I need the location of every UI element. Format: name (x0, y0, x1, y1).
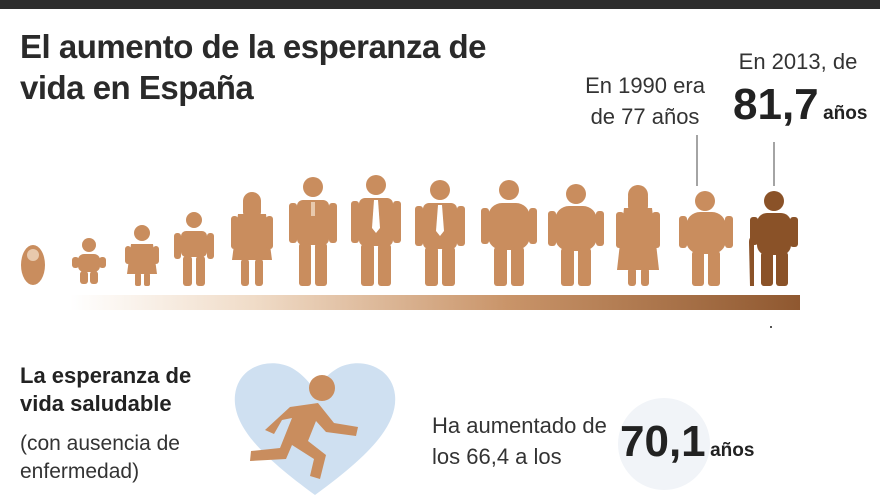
figure-older-woman (616, 185, 660, 286)
figure-elderly-2013 (749, 191, 798, 286)
healthy-life-title: La esperanza de vida saludable (20, 363, 192, 416)
healthy-life-note: (con ausencia de enfermedad) (20, 432, 180, 483)
heart-runner-icon (234, 363, 396, 495)
life-expectancy-2013: 81,7 (733, 80, 819, 129)
figure-boy (174, 212, 214, 286)
figure-adult-man (351, 175, 401, 286)
value-circle (618, 398, 710, 490)
figure-infant (72, 238, 106, 284)
age-gradient-bar (70, 295, 800, 310)
figure-elderly-1990 (679, 191, 733, 286)
figure-young-man (289, 177, 337, 286)
figure-child (125, 225, 159, 286)
mark-dot (770, 326, 772, 328)
healthy-life-result: 70,1 años (620, 417, 754, 467)
annotation-2013-prefix: En 2013, de (738, 49, 858, 74)
figure-older-man (548, 184, 604, 286)
figure-newborn (21, 245, 45, 285)
page-title: El aumento de la esperanza de vida en Es… (20, 28, 487, 106)
figure-mature-man (481, 180, 537, 286)
healthy-life-increase-text: Ha aumentado de los 66,4 a los (432, 413, 607, 469)
figure-middle-aged-man (415, 180, 465, 286)
healthy-life-value: 70,1 (620, 417, 706, 466)
unit-years: años (823, 103, 868, 124)
life-stage-figures (21, 135, 798, 286)
top-rule (0, 0, 880, 9)
healthy-life-unit: años (710, 440, 755, 461)
annotation-1990: En 1990 era de 77 años (585, 73, 705, 129)
annotation-2013-value: 81,7 años (733, 80, 880, 130)
heart-icon (234, 363, 396, 495)
figure-teen-girl (231, 192, 273, 286)
runner-icon (250, 375, 358, 479)
